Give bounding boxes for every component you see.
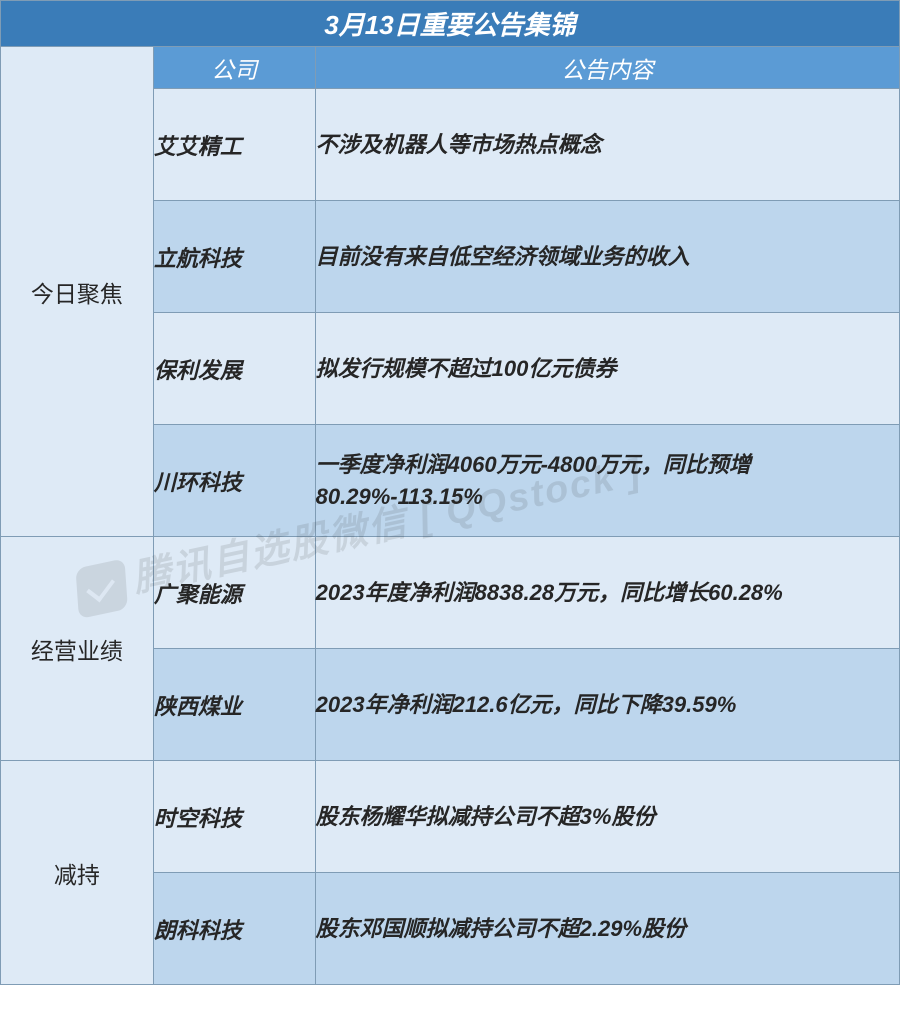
category-cell: 减持 — [1, 761, 154, 985]
company-cell: 川环科技 — [153, 425, 315, 537]
announcement-table: 3月13日重要公告集锦今日聚焦公司公告内容艾艾精工不涉及机器人等市场热点概念立航… — [0, 0, 900, 985]
company-cell: 朗科科技 — [153, 873, 315, 985]
content-cell: 目前没有来自低空经济领域业务的收入 — [315, 201, 899, 313]
company-cell: 广聚能源 — [153, 537, 315, 649]
category-cell: 今日聚焦 — [1, 47, 154, 537]
company-cell: 时空科技 — [153, 761, 315, 873]
content-cell: 股东邓国顺拟减持公司不超2.29%股份 — [315, 873, 899, 985]
company-cell: 艾艾精工 — [153, 89, 315, 201]
company-cell: 陕西煤业 — [153, 649, 315, 761]
header-row: 今日聚焦公司公告内容 — [1, 47, 900, 89]
table-row: 经营业绩广聚能源2023年度净利润8838.28万元，同比增长60.28% — [1, 537, 900, 649]
content-cell: 股东杨耀华拟减持公司不超3%股份 — [315, 761, 899, 873]
content-cell: 拟发行规模不超过100亿元债券 — [315, 313, 899, 425]
title-row: 3月13日重要公告集锦 — [1, 1, 900, 47]
table-row: 减持时空科技股东杨耀华拟减持公司不超3%股份 — [1, 761, 900, 873]
content-cell: 不涉及机器人等市场热点概念 — [315, 89, 899, 201]
content-cell: 一季度净利润4060万元-4800万元，同比预增80.29%-113.15% — [315, 425, 899, 537]
header-content: 公告内容 — [315, 47, 899, 89]
content-cell: 2023年度净利润8838.28万元，同比增长60.28% — [315, 537, 899, 649]
company-cell: 保利发展 — [153, 313, 315, 425]
header-company: 公司 — [153, 47, 315, 89]
category-cell: 经营业绩 — [1, 537, 154, 761]
table-body: 3月13日重要公告集锦今日聚焦公司公告内容艾艾精工不涉及机器人等市场热点概念立航… — [1, 1, 900, 985]
table-title: 3月13日重要公告集锦 — [1, 1, 900, 47]
content-cell: 2023年净利润212.6亿元，同比下降39.59% — [315, 649, 899, 761]
company-cell: 立航科技 — [153, 201, 315, 313]
